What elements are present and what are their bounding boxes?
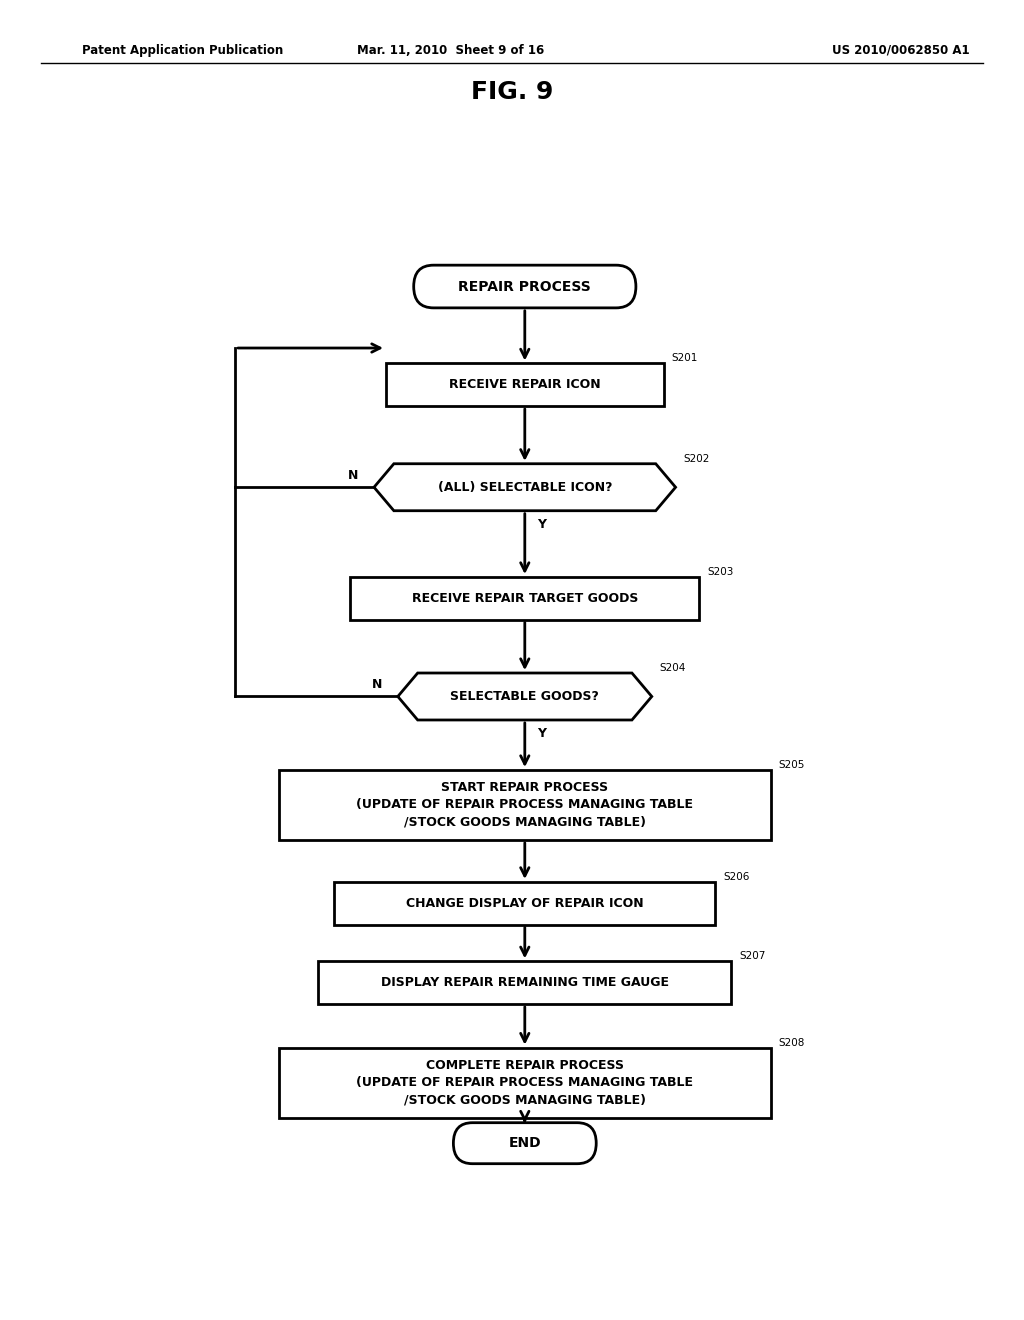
Text: Y: Y [537, 727, 546, 739]
Text: S207: S207 [739, 952, 766, 961]
Text: S206: S206 [723, 871, 750, 882]
Text: END: END [509, 1137, 541, 1150]
Text: REPAIR PROCESS: REPAIR PROCESS [459, 280, 591, 293]
Bar [318, 961, 731, 1005]
Text: S201: S201 [672, 354, 698, 363]
Text: S204: S204 [659, 663, 686, 673]
Text: FIG. 9: FIG. 9 [471, 81, 553, 104]
Text: COMPLETE REPAIR PROCESS
(UPDATE OF REPAIR PROCESS MANAGING TABLE
/STOCK GOODS MA: COMPLETE REPAIR PROCESS (UPDATE OF REPAI… [356, 1059, 693, 1106]
Bar [350, 577, 699, 619]
Bar [386, 363, 664, 407]
Text: Y: Y [537, 517, 546, 531]
Text: US 2010/0062850 A1: US 2010/0062850 A1 [833, 44, 970, 57]
Polygon shape [397, 673, 652, 719]
Polygon shape [374, 463, 676, 511]
Bar [279, 770, 771, 840]
FancyBboxPatch shape [414, 265, 636, 308]
Text: N: N [372, 678, 382, 692]
Bar [334, 882, 715, 924]
Text: S202: S202 [684, 454, 710, 463]
Text: RECEIVE REPAIR ICON: RECEIVE REPAIR ICON [449, 379, 601, 391]
Text: (ALL) SELECTABLE ICON?: (ALL) SELECTABLE ICON? [437, 480, 612, 494]
Text: S205: S205 [779, 760, 805, 770]
Text: Mar. 11, 2010  Sheet 9 of 16: Mar. 11, 2010 Sheet 9 of 16 [357, 44, 544, 57]
Text: CHANGE DISPLAY OF REPAIR ICON: CHANGE DISPLAY OF REPAIR ICON [406, 896, 644, 909]
Text: Patent Application Publication: Patent Application Publication [82, 44, 284, 57]
Text: DISPLAY REPAIR REMAINING TIME GAUGE: DISPLAY REPAIR REMAINING TIME GAUGE [381, 975, 669, 989]
Text: N: N [348, 469, 358, 482]
Text: S203: S203 [708, 566, 734, 577]
FancyBboxPatch shape [454, 1123, 596, 1164]
Text: SELECTABLE GOODS?: SELECTABLE GOODS? [451, 690, 599, 704]
Text: START REPAIR PROCESS
(UPDATE OF REPAIR PROCESS MANAGING TABLE
/STOCK GOODS MANAG: START REPAIR PROCESS (UPDATE OF REPAIR P… [356, 781, 693, 829]
Text: RECEIVE REPAIR TARGET GOODS: RECEIVE REPAIR TARGET GOODS [412, 591, 638, 605]
Bar [279, 1048, 771, 1118]
Text: S208: S208 [779, 1038, 805, 1048]
